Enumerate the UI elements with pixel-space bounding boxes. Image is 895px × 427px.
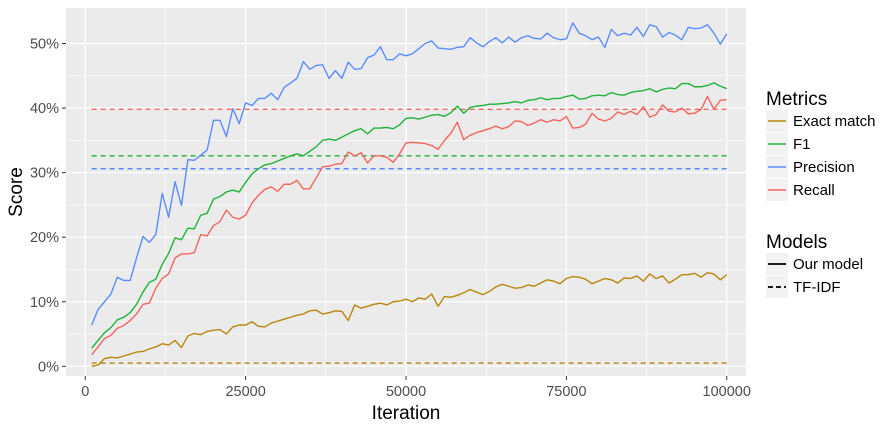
legend-metrics-items: Exact match F1 Precision Recall [766,110,876,201]
legend-label-recall: Recall [793,182,835,199]
x-tick-label: 75000 [546,384,586,400]
series-layer [91,22,728,368]
y-tick-label: 0% [38,359,59,375]
x-tick-label: 100000 [703,384,751,400]
legend-label-tf-idf: TF-IDF [793,279,840,296]
legend: Metrics Exact match F1 Precision Recall Mod… [766,89,876,298]
y-tick-label: 30% [30,166,59,182]
x-axis-title: Iteration [372,403,441,424]
legend-models-title: Models [766,232,827,253]
series-precision-our-model [91,22,728,326]
y-tick-label: 10% [30,295,59,311]
y-tick-label: 40% [30,101,59,117]
legend-models-items: Our model TF-IDF [766,253,863,298]
y-tick-label: 20% [30,230,59,246]
legend-label-f1: F1 [793,136,811,153]
series-recall-our-model [91,95,727,356]
x-axis: 0 25000 50000 75000 100000 [81,376,751,400]
legend-metrics-title: Metrics [766,89,827,110]
y-axis-title: Score [6,167,27,217]
grid-major [66,8,746,376]
legend-label-precision: Precision [793,159,855,176]
legend-label-exact-match: Exact match [793,113,876,130]
y-axis: 0% 10% 20% 30% 40% 50% [30,37,66,375]
y-tick-label: 50% [30,37,59,53]
series-f1-our-model [91,82,728,349]
x-tick-label: 50000 [386,384,426,400]
legend-label-our-model: Our model [793,256,863,273]
series-exact-match-our-model [91,272,728,368]
x-tick-label: 25000 [225,384,265,400]
x-tick-label: 0 [81,384,89,400]
